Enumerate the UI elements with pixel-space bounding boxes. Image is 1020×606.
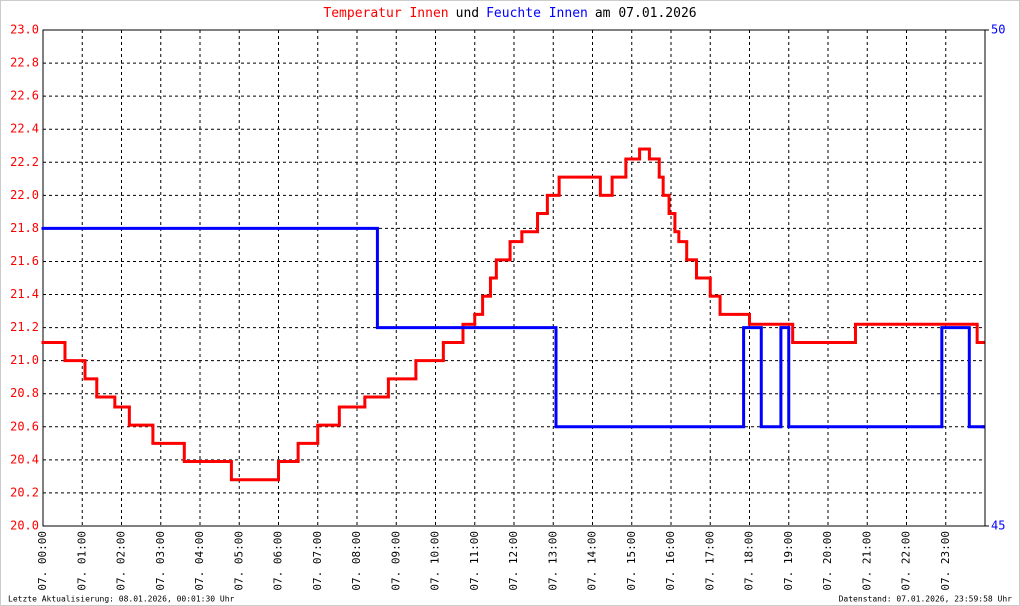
y-tick-label: 22.4 <box>10 122 39 136</box>
x-tick-label: 07. 18:00 <box>743 531 756 591</box>
footer-left: Letzte Aktualisierung: 08.01.2026, 00:01… <box>8 595 235 604</box>
y-tick-label: 21.4 <box>10 287 39 301</box>
y-tick-label: 21.6 <box>10 254 39 268</box>
x-tick-label: 07. 19:00 <box>782 531 795 591</box>
y-tick-label: 20.4 <box>10 452 39 466</box>
x-tick-label: 07. 09:00 <box>389 531 402 591</box>
footer-right: Datenstand: 07.01.2026, 23:59:58 Uhr <box>839 595 1013 604</box>
y2-tick-label: 45 <box>991 519 1005 533</box>
y-tick-label: 22.8 <box>10 56 39 70</box>
x-tick-label: 07. 21:00 <box>860 531 873 591</box>
plot-border <box>42 29 986 527</box>
x-tick-label: 07. 04:00 <box>193 531 206 591</box>
x-tick-label: 07. 20:00 <box>821 531 834 591</box>
y2-tick-label: 50 <box>991 23 1005 37</box>
title-part: Temperatur Innen <box>323 6 448 21</box>
x-tick-label: 07. 00:00 <box>36 531 49 591</box>
y-tick-label: 20.8 <box>10 386 39 400</box>
y-tick-label: 22.6 <box>10 89 39 103</box>
x-tick-label: 07. 06:00 <box>272 531 285 591</box>
y-tick-label: 22.2 <box>10 155 39 169</box>
x-tick-label: 07. 23:00 <box>939 531 952 591</box>
x-tick-label: 07. 12:00 <box>507 531 520 591</box>
y-tick-label: 22.0 <box>10 188 39 202</box>
x-tick-label: 07. 02:00 <box>115 531 128 591</box>
y-tick-label: 21.8 <box>10 221 39 235</box>
y-tick-label: 21.0 <box>10 353 39 367</box>
y-tick-label: 23.0 <box>10 23 39 37</box>
y-tick-label: 21.2 <box>10 320 39 334</box>
x-tick-label: 07. 16:00 <box>664 531 677 591</box>
x-tick-label: 07. 05:00 <box>232 531 245 591</box>
title-part: und <box>456 6 479 21</box>
x-tick-label: 07. 14:00 <box>586 531 599 591</box>
title-part: am 07.01.2026 <box>595 6 697 21</box>
x-tick-label: 07. 08:00 <box>350 531 363 591</box>
x-tick-label: 07. 15:00 <box>625 531 638 591</box>
x-tick-label: 07. 10:00 <box>429 531 442 591</box>
title-part: Feuchte Innen <box>486 6 588 21</box>
x-tick-label: 07. 11:00 <box>468 531 481 591</box>
x-tick-label: 07. 13:00 <box>546 531 559 591</box>
x-tick-label: 07. 01:00 <box>75 531 88 591</box>
x-tick-label: 07. 22:00 <box>900 531 913 591</box>
y-tick-label: 20.6 <box>10 419 39 433</box>
x-tick-label: 07. 17:00 <box>703 531 716 591</box>
x-tick-label: 07. 07:00 <box>311 531 324 591</box>
y-tick-label: 20.0 <box>10 519 39 533</box>
y-tick-label: 20.2 <box>10 485 39 499</box>
x-tick-label: 07. 03:00 <box>154 531 167 591</box>
chart-title: Temperatur Innen und Feuchte Innen am 07.01… <box>323 6 696 21</box>
